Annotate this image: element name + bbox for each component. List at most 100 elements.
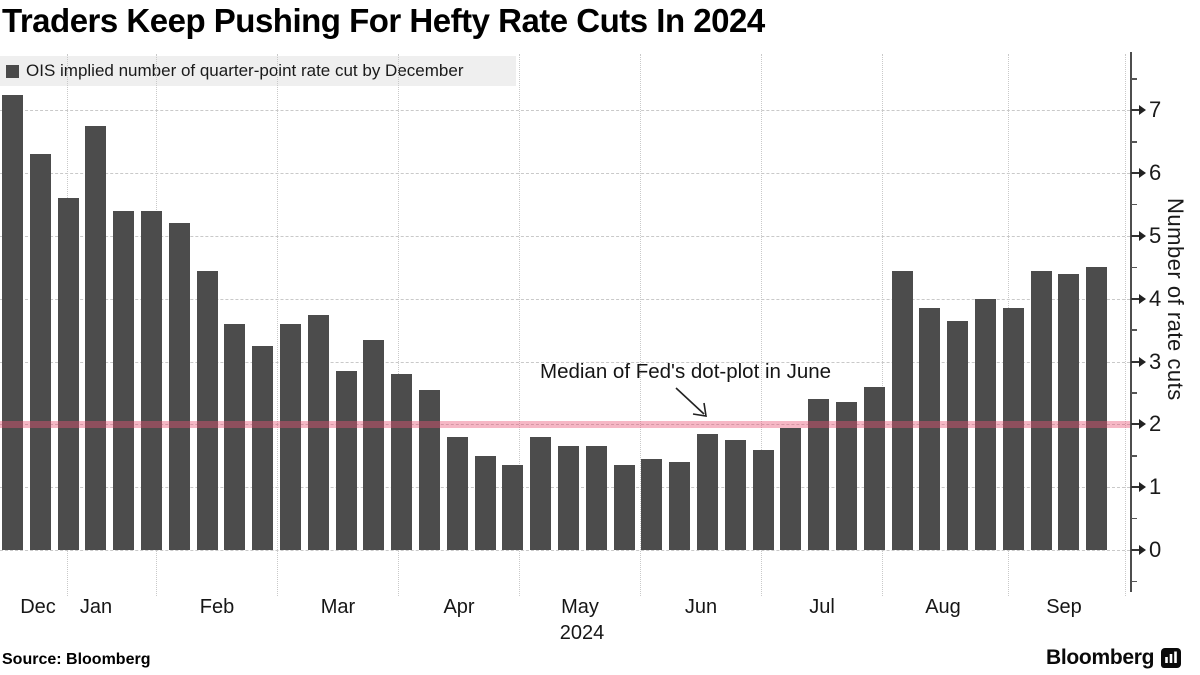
value-gridline xyxy=(0,173,1130,175)
month-label: Mar xyxy=(320,596,356,618)
bar xyxy=(558,446,579,550)
month-label: May xyxy=(561,596,599,618)
y-tick-arrow-icon xyxy=(1139,105,1146,116)
y-tick-arrow-icon xyxy=(1139,482,1146,493)
month-gridline xyxy=(882,54,883,596)
value-gridline xyxy=(0,361,1130,363)
month-gridline xyxy=(761,54,762,596)
value-gridline xyxy=(0,550,1130,551)
bar xyxy=(863,386,885,550)
y-minor-tick xyxy=(1131,455,1137,457)
bar xyxy=(724,440,746,550)
annotation-arrow-icon xyxy=(675,387,707,417)
month-label: Feb xyxy=(199,596,235,618)
y-axis-line xyxy=(1130,52,1132,592)
bloomberg-chart-bug-icon xyxy=(1161,648,1182,668)
y-tick xyxy=(1131,423,1140,426)
y-minor-tick xyxy=(1131,141,1137,143)
bloomberg-logo: Bloomberg xyxy=(1046,646,1182,670)
month-label: Aug xyxy=(925,596,961,618)
bar xyxy=(391,374,413,550)
y-minor-tick xyxy=(1131,266,1137,269)
bar xyxy=(641,458,663,550)
bar xyxy=(85,126,107,550)
bar xyxy=(891,270,913,550)
y-tick-arrow-icon xyxy=(1139,545,1146,555)
bar xyxy=(502,465,524,550)
bar xyxy=(307,314,329,550)
reference-line xyxy=(0,420,1130,428)
y-minor-tick xyxy=(1131,78,1137,80)
y-axis-title: Number of rate cuts xyxy=(1163,198,1188,401)
y-minor-tick xyxy=(1131,517,1137,520)
y-minor-tick xyxy=(1131,392,1137,394)
y-tick xyxy=(1131,360,1140,363)
legend: OIS implied number of quarter-point rate… xyxy=(0,56,516,86)
y-minor-tick xyxy=(1131,203,1137,206)
annotation-label: Median of Fed's dot-plot in June xyxy=(540,360,832,383)
y-tick xyxy=(1131,109,1140,112)
month-label: Sep xyxy=(1046,596,1082,618)
value-gridline xyxy=(0,424,1130,426)
bar xyxy=(168,223,190,550)
month-label: Jan xyxy=(79,596,113,618)
bar xyxy=(1030,270,1052,550)
year-label: 2024 xyxy=(559,622,605,644)
source-label: Source: Bloomberg xyxy=(2,651,151,668)
y-tick-label: 0 xyxy=(1149,537,1162,562)
y-tick xyxy=(1131,172,1140,175)
bar xyxy=(808,399,830,550)
y-tick-label: 1 xyxy=(1149,474,1162,500)
month-gridline xyxy=(640,54,641,596)
bar xyxy=(29,154,51,550)
y-tick-label: 4 xyxy=(1149,285,1162,311)
bar xyxy=(113,210,135,550)
bar xyxy=(474,455,496,550)
y-tick-arrow-icon xyxy=(1139,168,1146,179)
month-gridline xyxy=(519,54,520,596)
bar xyxy=(141,210,162,550)
y-tick-label: 2 xyxy=(1149,411,1162,437)
bar xyxy=(669,462,691,550)
y-tick-arrow-icon xyxy=(1139,293,1146,304)
bar xyxy=(780,427,802,550)
bar xyxy=(1002,308,1024,550)
bar xyxy=(530,436,552,550)
month-gridline xyxy=(1125,54,1126,596)
y-tick xyxy=(1131,297,1140,300)
bar xyxy=(947,320,969,550)
bar xyxy=(752,449,774,550)
y-tick-label: 5 xyxy=(1149,223,1162,248)
legend-label: OIS implied number of quarter-point rate… xyxy=(26,61,464,80)
bar xyxy=(280,323,301,550)
legend-swatch-icon xyxy=(6,64,19,78)
bar xyxy=(697,433,718,550)
bar xyxy=(585,446,607,550)
y-tick-label: 7 xyxy=(1149,97,1162,123)
y-tick xyxy=(1131,486,1140,489)
value-gridline xyxy=(0,110,1130,112)
bar xyxy=(613,465,635,550)
bar xyxy=(363,339,385,550)
bloomberg-logo-text: Bloomberg xyxy=(1046,646,1155,669)
bar xyxy=(836,402,857,550)
bar xyxy=(919,308,941,550)
y-minor-tick xyxy=(1131,329,1137,331)
month-gridline xyxy=(398,54,399,596)
bar xyxy=(419,389,440,550)
y-tick xyxy=(1131,549,1140,551)
bar xyxy=(252,345,274,550)
month-label: Dec xyxy=(20,596,56,618)
y-tick-label: 3 xyxy=(1149,348,1162,374)
y-tick-arrow-icon xyxy=(1139,419,1146,430)
bar xyxy=(224,323,246,550)
y-minor-tick xyxy=(1131,580,1137,583)
bar xyxy=(335,371,357,550)
bar xyxy=(57,198,79,550)
bar xyxy=(1086,267,1108,550)
month-label: Jul xyxy=(809,596,835,618)
y-tick-label: 6 xyxy=(1149,160,1162,186)
value-gridline xyxy=(0,298,1130,300)
